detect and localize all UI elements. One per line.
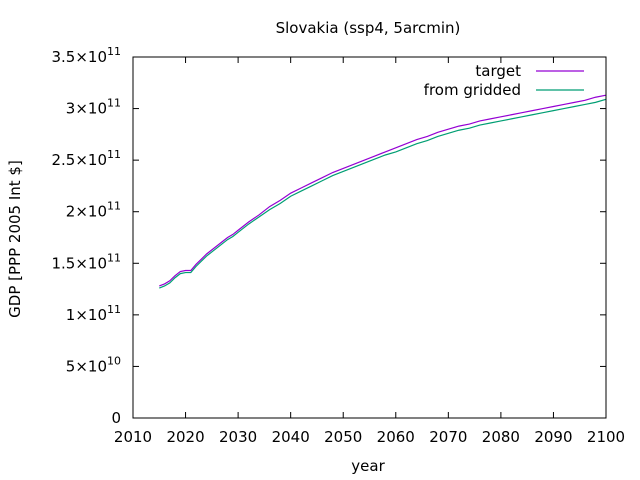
- x-tick-label: 2090: [534, 428, 572, 446]
- y-tick-label: 1×1011: [66, 303, 121, 324]
- x-tick-label: 2060: [377, 428, 415, 446]
- y-tick-label: 0: [111, 409, 121, 427]
- y-tick-mantissa: 2.5×10: [51, 151, 107, 169]
- x-tick-label: 2040: [272, 428, 310, 446]
- series-line-0: [159, 94, 607, 287]
- y-axis-label: GDP [PPP 2005 Int $]: [6, 160, 24, 318]
- y-tick-exponent: 11: [107, 45, 121, 58]
- series-line-1: [159, 98, 607, 289]
- x-tick-label: 2050: [324, 428, 362, 446]
- y-tick-exponent: 11: [107, 200, 121, 213]
- x-axis-label: year: [351, 457, 385, 475]
- y-tick-mantissa: 2×10: [66, 203, 107, 221]
- y-tick-mantissa: 3.5×10: [51, 48, 107, 66]
- y-tick-label: 2.5×1011: [51, 148, 121, 169]
- y-tick-label: 1.5×1011: [51, 251, 121, 272]
- y-tick-mantissa: 5×10: [66, 357, 107, 375]
- axis-ticks: 2010 2020 2030 2040 2050 2060 2070 2080 2090 2100…: [51, 45, 625, 446]
- y-tick-label: 3×1011: [66, 97, 121, 118]
- y-tick-label: 3.5×1011: [51, 45, 121, 66]
- x-tick-label: 2020: [166, 428, 204, 446]
- y-tick-exponent: 11: [107, 251, 121, 264]
- x-tick-label: 2070: [429, 428, 467, 446]
- y-tick-mantissa: 3×10: [66, 100, 107, 118]
- y-tick-exponent: 11: [107, 97, 121, 110]
- y-tick-exponent: 11: [107, 148, 121, 161]
- legend-label: target: [475, 62, 521, 80]
- chart-title: Slovakia (ssp4, 5arcmin): [276, 19, 461, 37]
- x-tick-label: 2030: [219, 428, 257, 446]
- y-tick-label: 2×1011: [66, 200, 121, 221]
- legend-label: from gridded: [424, 81, 521, 99]
- series-lines: [159, 94, 607, 289]
- y-tick-exponent: 11: [107, 303, 121, 316]
- x-tick-label: 2010: [114, 428, 152, 446]
- y-tick-mantissa: 1.5×10: [51, 254, 107, 272]
- x-tick-label: 2100: [587, 428, 625, 446]
- y-tick-label: 5×1010: [66, 354, 121, 375]
- y-tick-mantissa: 1×10: [66, 306, 107, 324]
- plot-frame: [132, 56, 607, 419]
- y-tick-mantissa: 0: [111, 409, 121, 427]
- y-tick-exponent: 10: [107, 354, 121, 367]
- x-tick-label: 2080: [482, 428, 520, 446]
